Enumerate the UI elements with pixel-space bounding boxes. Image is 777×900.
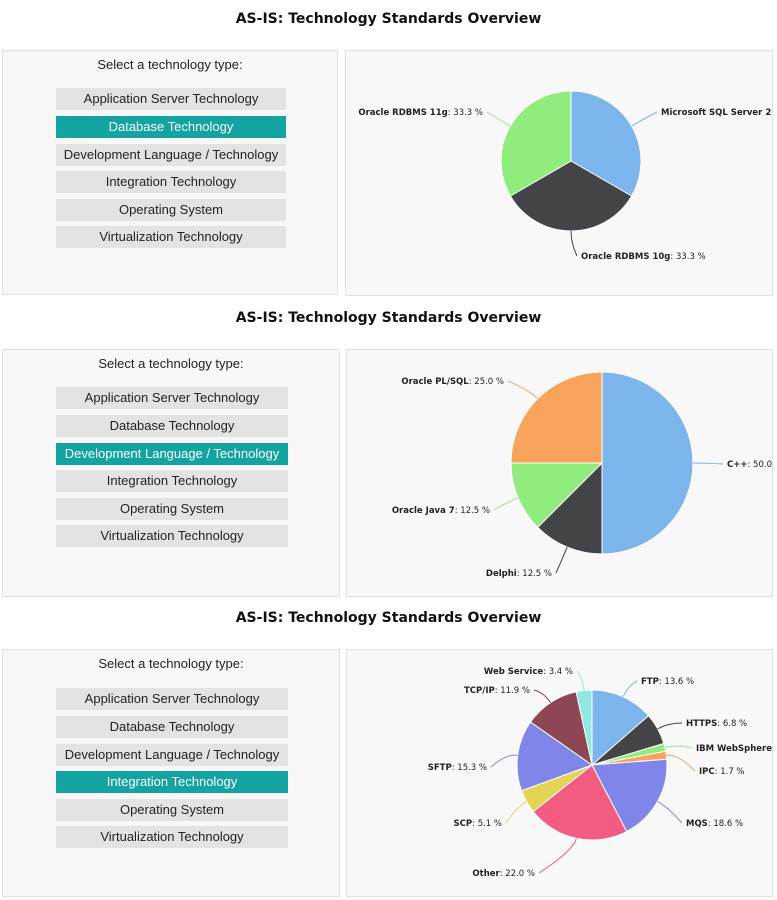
- pie-slice-oracle-pl-sql[interactable]: [510, 371, 603, 464]
- button-operating-system[interactable]: Operating System: [56, 498, 288, 520]
- data-label-microsoft-sql-server-2: Microsoft SQL Server 2: 33.3 %: [661, 108, 773, 118]
- connector-delphi: [555, 546, 568, 574]
- button-development-language-technology[interactable]: Development Language / Technology: [56, 144, 286, 166]
- connector-ipc: [666, 754, 696, 772]
- data-label-ibm-websphere: IBM WebSphere: [696, 744, 772, 754]
- data-label-c: C++: 50.0: [727, 460, 772, 470]
- connector-oracle-java-7: [493, 497, 519, 511]
- data-label-oracle-java-7: Oracle Java 7: 12.5 %: [392, 506, 490, 516]
- data-label-scp: SCP: 5.1 %: [454, 819, 502, 829]
- connector-oracle-pl-sql: [507, 380, 539, 400]
- data-label-oracle-rdbms-11g: Oracle RDBMS 11g: 33.3 %: [358, 108, 483, 118]
- button-application-server-technology[interactable]: Application Server Technology: [56, 387, 288, 409]
- data-label-oracle-pl-sql: Oracle PL/SQL: 25.0 %: [401, 377, 504, 387]
- technology-type-panel: Select a technology type: Application Se…: [2, 50, 338, 295]
- data-label-ftp: FTP: 13.6 %: [641, 677, 694, 687]
- connector-ftp: [622, 680, 638, 697]
- data-label-sftp: SFTP: 15.3 %: [428, 763, 487, 773]
- button-integration-technology[interactable]: Integration Technology: [56, 771, 288, 793]
- technology-type-panel: Select a technology type: Application Se…: [2, 349, 340, 597]
- data-label-delphi: Delphi: 12.5 %: [486, 569, 552, 579]
- pie-slice-oracle-java-7[interactable]: [510, 462, 604, 529]
- button-application-server-technology[interactable]: Application Server Technology: [56, 88, 286, 110]
- connector-oracle-rdbms-11g: [486, 111, 511, 127]
- connector-mqs: [657, 800, 683, 824]
- select-prompt: Select a technology type:: [97, 57, 243, 72]
- section-title: AS-IS: Technology Standards Overview: [235, 310, 542, 326]
- button-development-language-technology[interactable]: Development Language / Technology: [56, 744, 288, 766]
- connector-scp: [505, 801, 527, 824]
- connector-c: [692, 462, 724, 465]
- pie-chart-integration: FTP: 13.6 % HTTPS: 6.8 % IBM WebSphere IPC:…: [428, 667, 772, 879]
- pie-slice-c[interactable]: [601, 371, 694, 555]
- button-operating-system[interactable]: Operating System: [56, 199, 286, 221]
- connector-sftp: [490, 754, 518, 768]
- data-label-oracle-rdbms-10g: Oracle RDBMS 10g: 33.3 %: [581, 252, 706, 262]
- data-label-mqs: MQS: 18.6 %: [686, 819, 743, 829]
- button-integration-technology[interactable]: Integration Technology: [56, 470, 288, 492]
- connector-ibm-websphere: [664, 745, 693, 749]
- button-database-technology[interactable]: Database Technology: [56, 415, 288, 437]
- section-title: AS-IS: Technology Standards Overview: [235, 610, 542, 626]
- button-database-technology[interactable]: Database Technology: [56, 716, 288, 738]
- technology-type-panel: Select a technology type: Application Se…: [2, 649, 340, 897]
- pie-chart-development-language: C++: 50.0 Delphi: 12.5 % Oracle Java 7: 12…: [392, 371, 772, 579]
- section-title: AS-IS: Technology Standards Overview: [235, 11, 542, 27]
- connector-other: [538, 838, 577, 874]
- pie-chart-panel: C++: 50.0 Delphi: 12.5 % Oracle Java 7: 12…: [346, 349, 773, 597]
- button-virtualization-technology[interactable]: Virtualization Technology: [56, 826, 288, 848]
- button-virtualization-technology[interactable]: Virtualization Technology: [56, 226, 286, 248]
- pie-slice-mqs[interactable]: [591, 758, 668, 833]
- data-label-web-service: Web Service: 3.4 %: [484, 667, 573, 677]
- button-development-language-technology[interactable]: Development Language / Technology: [56, 443, 288, 465]
- pie-slice-other[interactable]: [532, 764, 628, 841]
- pie-slice-ftp[interactable]: [591, 689, 650, 767]
- data-label-https: HTTPS: 6.8 %: [686, 719, 747, 729]
- button-integration-technology[interactable]: Integration Technology: [56, 171, 286, 193]
- button-application-server-technology[interactable]: Application Server Technology: [56, 688, 288, 710]
- data-label-other: Other: 22.0 %: [472, 869, 535, 879]
- connector-web-service: [576, 670, 585, 691]
- connector-tcp-ip: [533, 689, 551, 703]
- button-database-technology[interactable]: Database Technology: [56, 116, 286, 138]
- button-virtualization-technology[interactable]: Virtualization Technology: [56, 525, 288, 547]
- data-label-tcp-ip: TCP/IP: 11.9 %: [464, 686, 530, 696]
- connector-microsoft-sql-server-2: [631, 111, 658, 127]
- pie-chart-panel: FTP: 13.6 % HTTPS: 6.8 % IBM WebSphere IPC:…: [346, 649, 773, 897]
- button-operating-system[interactable]: Operating System: [56, 799, 288, 821]
- select-prompt: Select a technology type:: [98, 356, 244, 371]
- data-label-ipc: IPC: 1.7 %: [699, 767, 745, 777]
- pie-chart-database: Microsoft SQL Server 2: 33.3 % Oracle RDB…: [358, 90, 773, 262]
- select-prompt: Select a technology type:: [98, 656, 244, 671]
- pie-chart-panel: Microsoft SQL Server 2: 33.3 % Oracle RDB…: [345, 50, 773, 296]
- connector-https: [657, 722, 683, 730]
- pie-slice-delphi[interactable]: [536, 461, 603, 555]
- connector-oracle-rdbms-10g: [570, 230, 578, 257]
